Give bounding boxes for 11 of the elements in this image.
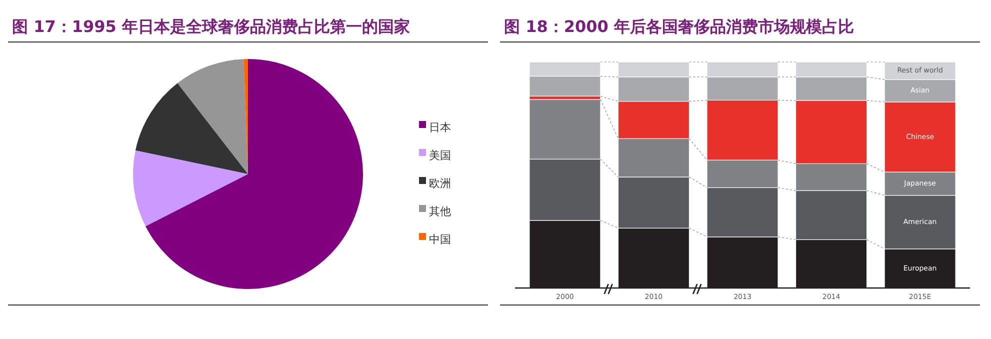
legend-label: 美国 <box>429 149 451 162</box>
pie-slice <box>146 59 363 289</box>
pie-slice <box>178 59 248 174</box>
legend-label: 中国 <box>429 233 451 246</box>
pie-slice <box>135 83 248 174</box>
legend-label: 日本 <box>429 121 451 134</box>
chart-title: 图 17：1995 年日本是全球奢侈品消费占比第一的国家 <box>12 17 410 36</box>
legend-label: 其他 <box>429 205 451 218</box>
chart-title: 图 18：2000 年后各国奢侈品消费市场规模占比 <box>504 17 854 36</box>
legend-label: 欧洲 <box>429 177 451 190</box>
pie-slice <box>133 150 248 226</box>
